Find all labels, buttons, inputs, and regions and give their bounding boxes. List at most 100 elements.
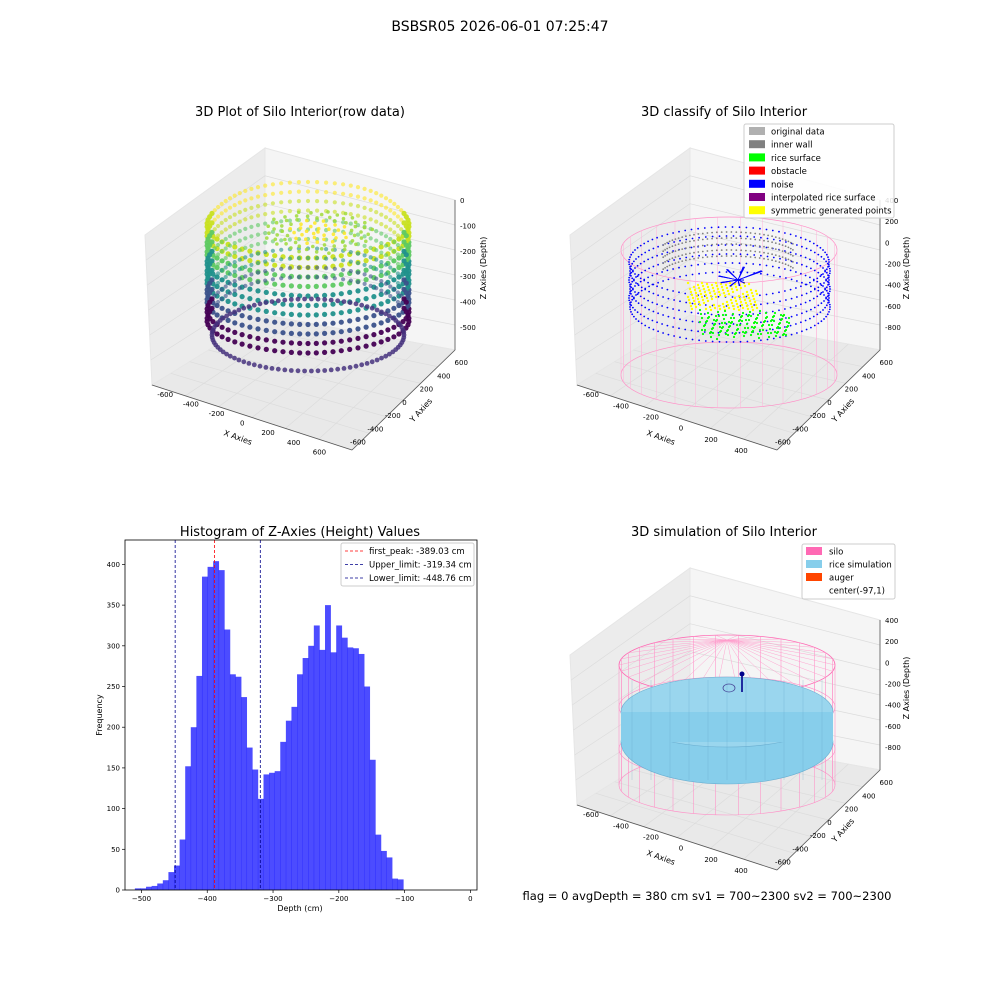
classify-legend-swatch: [749, 179, 765, 188]
noise-point: [657, 281, 659, 284]
raw-point: [403, 214, 409, 220]
raw-point: [332, 181, 337, 186]
raw-point: [297, 350, 303, 356]
raw-point: [378, 263, 384, 269]
inner-wall-point: [668, 258, 671, 261]
inner-wall-point: [758, 233, 761, 235]
symmetric-point: [722, 291, 726, 295]
symmetric-point: [734, 299, 738, 303]
rice-surface-point: [735, 323, 739, 327]
inner-wall-point: [715, 255, 718, 258]
noise-point: [628, 299, 631, 302]
histogram-frame: [124, 539, 478, 891]
noise-point: [711, 271, 714, 274]
raw-point: [279, 257, 284, 262]
inner-wall-point: [787, 240, 790, 243]
noise-point: [640, 322, 643, 325]
raw-point: [348, 221, 353, 226]
raw-point: [338, 338, 344, 344]
symmetric-point: [695, 294, 699, 298]
inner-wall-point: [666, 259, 669, 262]
rice-surface-point: [718, 325, 722, 329]
z-tick-label: -300: [460, 273, 476, 281]
noise-point: [636, 275, 639, 278]
raw-point: [239, 341, 245, 347]
raw-ylabel: Y Axies: [407, 397, 434, 425]
raw-point: [323, 223, 328, 228]
noise-point: [631, 262, 634, 265]
raw-point: [395, 299, 400, 305]
symmetric-point: [731, 290, 735, 294]
noise-point: [647, 276, 649, 279]
raw-point: [297, 321, 303, 327]
inner-wall-point: [725, 237, 728, 239]
inner-wall-point: [749, 250, 752, 252]
inner-wall-point: [730, 255, 733, 257]
histogram-bar: [386, 857, 393, 890]
raw-point: [232, 282, 238, 288]
noise-point: [771, 229, 774, 232]
raw-point: [237, 229, 242, 234]
raw-point: [209, 220, 215, 226]
raw-point: [330, 320, 336, 326]
rice-surface-point: [752, 321, 756, 325]
noise-point: [636, 311, 639, 314]
inner-wall-point: [666, 265, 669, 268]
raw-point: [355, 345, 361, 351]
symmetric-point: [696, 283, 700, 287]
noise-line: [737, 271, 763, 281]
rice-surface-point: [715, 337, 719, 341]
raw-point: [352, 233, 357, 238]
x-tick-label: −300: [263, 895, 282, 903]
raw-point: [247, 324, 253, 330]
raw-point: [403, 290, 409, 296]
rice-surface-point: [717, 333, 721, 337]
raw-point: [294, 214, 299, 218]
noise-point: [820, 302, 823, 305]
raw-point: [388, 255, 393, 261]
inner-wall-point: [767, 258, 769, 261]
inner-wall-point: [671, 263, 674, 266]
rice-surface-point: [744, 318, 748, 322]
raw-point: [374, 210, 379, 215]
noise-point: [635, 282, 637, 284]
inner-wall-point: [749, 244, 752, 246]
noise-point: [819, 264, 822, 267]
raw-point: [219, 230, 224, 235]
raw-point: [362, 281, 367, 286]
raw-point: [249, 262, 254, 267]
noise-point: [810, 285, 812, 288]
raw-point: [379, 269, 384, 274]
raw-point: [255, 213, 261, 218]
noise-point: [772, 256, 775, 259]
inner-wall-point: [725, 255, 728, 257]
symmetric-point: [686, 295, 690, 299]
inner-wall-point: [767, 234, 769, 237]
noise-point: [779, 275, 781, 278]
noise-point: [632, 251, 634, 254]
noise-point: [643, 297, 646, 300]
symmetric-point: [697, 300, 701, 304]
histogram-bar: [263, 774, 270, 890]
noise-point: [800, 272, 802, 275]
raw-point: [279, 247, 284, 252]
raw-point: [368, 188, 373, 193]
noise-point: [766, 273, 769, 276]
noise-point: [828, 272, 831, 275]
inner-wall-point: [677, 255, 680, 257]
raw-point: [212, 265, 217, 270]
raw-point: [374, 191, 379, 196]
rice-surface-point: [724, 332, 728, 336]
raw-point: [274, 220, 279, 225]
raw-point: [275, 298, 281, 304]
noise-point: [711, 340, 714, 343]
raw-point: [288, 340, 294, 346]
raw-point: [327, 227, 331, 231]
raw-point: [224, 313, 230, 319]
noise-point: [656, 254, 658, 257]
raw-point: [378, 253, 384, 259]
raw-point: [385, 298, 391, 304]
histogram-bar: [297, 674, 303, 890]
inner-wall-point: [754, 244, 757, 247]
x-tick-label: 200: [704, 436, 717, 444]
